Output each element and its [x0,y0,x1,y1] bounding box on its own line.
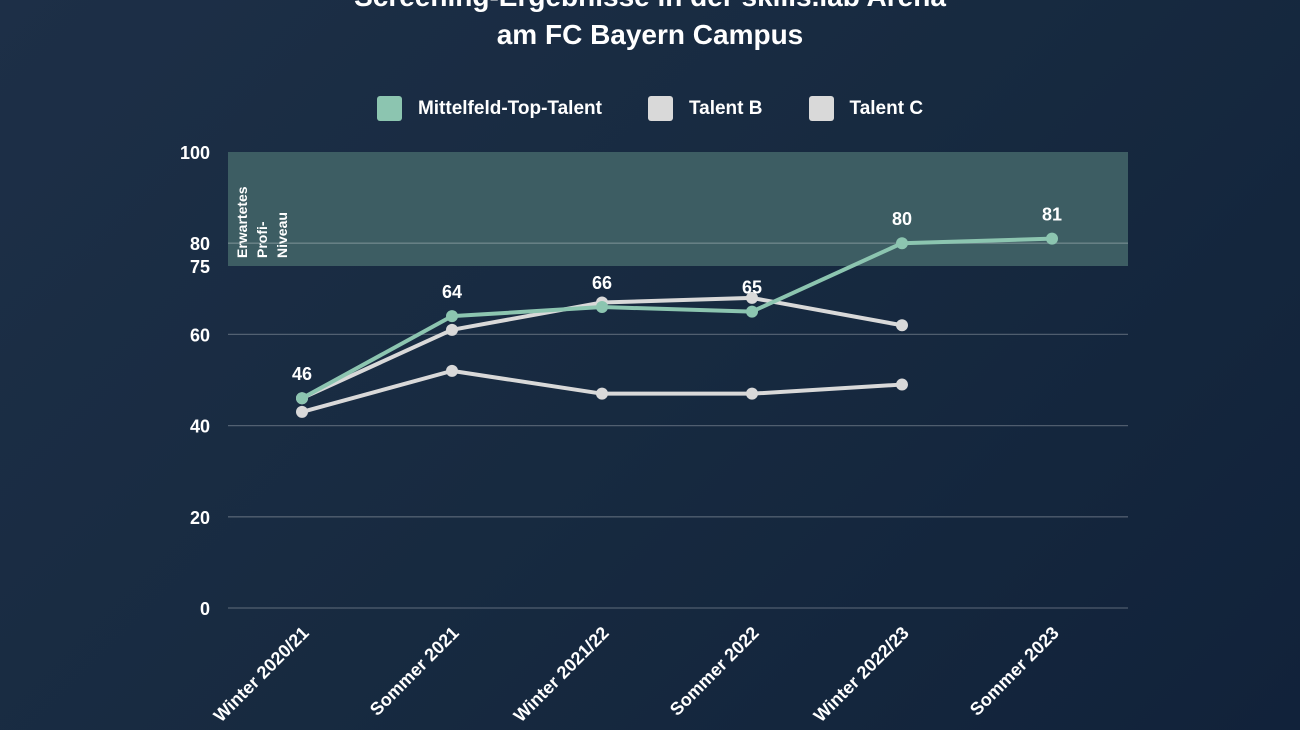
legend-label: Talent C [849,97,924,119]
y-tick-label: 100 [180,143,210,163]
legend-swatch [808,96,834,121]
legend-swatch [647,96,673,121]
data-point [296,405,308,418]
legend-label: Mittelfeld-Top-Talent [417,97,602,119]
legend-swatch [376,96,402,121]
data-point [746,291,758,304]
legend-label: Talent B [688,97,763,119]
data-point [896,237,908,250]
data-label: 80 [892,209,912,229]
x-tick-label: Winter 2020/21 [210,623,313,726]
x-tick-label: Sommer 2023 [966,623,1063,720]
band-label: Niveau [274,212,290,258]
y-tick-label: 20 [190,508,210,528]
data-point [446,364,458,377]
y-tick-label: 75 [190,257,210,277]
legend-item-talent-c[interactable]: Talent C [808,96,924,121]
data-point [746,387,758,400]
legend-item-talent-b[interactable]: Talent B [647,96,763,121]
y-tick-label: 40 [190,417,210,437]
data-label: 65 [742,278,762,298]
legend-item-mittelfeld[interactable]: Mittelfeld-Top-Talent [376,96,602,121]
data-point [896,319,908,332]
y-tick-label: 60 [190,325,210,345]
legend: Mittelfeld-Top-Talent Talent B Talent C [0,96,1300,121]
data-label: 81 [1042,205,1062,225]
data-point [896,378,908,391]
y-tick-label: 0 [200,599,210,619]
y-tick-label: 80 [190,234,210,254]
band-label: Profi- [254,221,270,258]
data-point [746,305,758,318]
data-point [596,301,608,314]
data-point [446,323,458,336]
data-label: 46 [292,364,312,384]
x-tick-label: Winter 2021/22 [510,623,613,726]
data-label: 66 [592,273,612,293]
band-label: Erwartetes [234,186,250,258]
data-point [296,392,308,405]
chart-title: Screening-Ergebnisse in der skills.lab A… [0,0,1300,54]
x-tick-label: Winter 2022/23 [810,623,913,726]
x-tick-label: Sommer 2022 [666,623,763,720]
x-tick-label: Sommer 2021 [366,623,463,720]
title-line-2: am FC Bayern Campus [496,19,804,50]
title-line-1: Screening-Ergebnisse in der skills.lab A… [0,0,1300,16]
data-point [1046,232,1058,245]
data-point [446,310,458,323]
data-point [596,387,608,400]
series-line-0 [301,236,1053,400]
target-band [228,152,1128,266]
data-label: 64 [442,282,462,302]
